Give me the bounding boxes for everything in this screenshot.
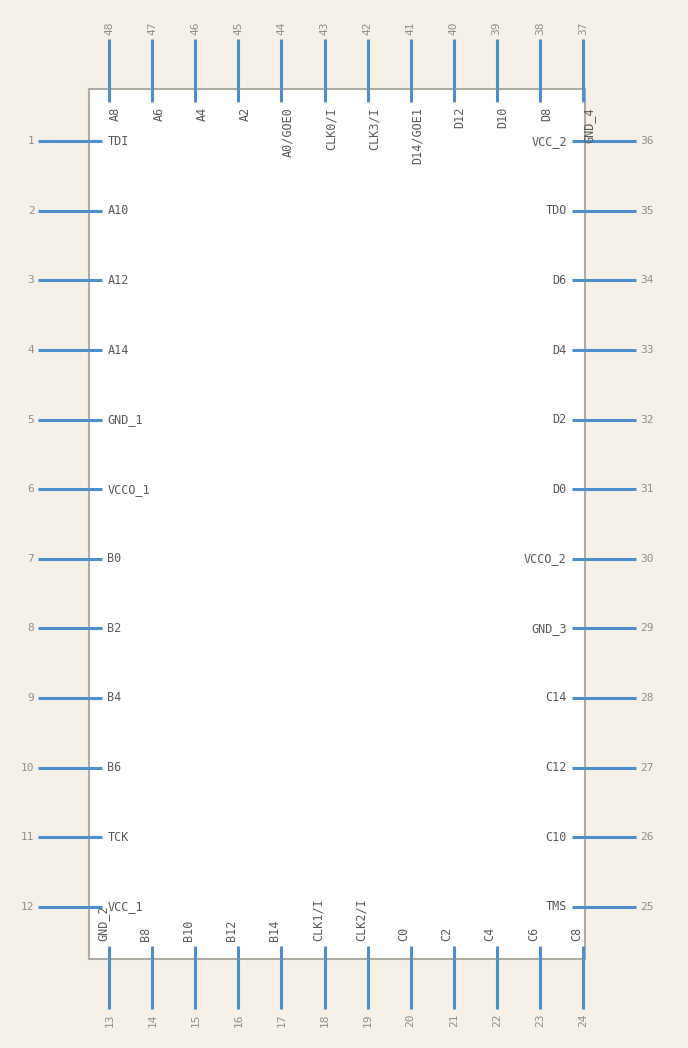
Text: D14/GOE1: D14/GOE1 bbox=[411, 107, 424, 163]
Text: C8: C8 bbox=[570, 926, 583, 941]
Text: B4: B4 bbox=[107, 692, 122, 704]
Text: 5: 5 bbox=[28, 415, 34, 424]
Text: 33: 33 bbox=[640, 345, 654, 355]
Text: D0: D0 bbox=[552, 483, 567, 496]
Text: TMS: TMS bbox=[546, 900, 567, 913]
Text: 40: 40 bbox=[449, 21, 459, 35]
Text: VCC_2: VCC_2 bbox=[531, 135, 567, 148]
Text: 25: 25 bbox=[640, 901, 654, 912]
Text: VCC_1: VCC_1 bbox=[107, 900, 143, 913]
Text: 38: 38 bbox=[535, 21, 545, 35]
Text: 22: 22 bbox=[492, 1013, 502, 1027]
Text: 46: 46 bbox=[191, 21, 200, 35]
Text: 13: 13 bbox=[105, 1013, 114, 1027]
Text: 11: 11 bbox=[21, 832, 34, 843]
Text: A2: A2 bbox=[239, 107, 251, 122]
Text: 19: 19 bbox=[363, 1013, 373, 1027]
Text: 4: 4 bbox=[28, 345, 34, 355]
Text: GND_2: GND_2 bbox=[96, 905, 109, 941]
Text: C10: C10 bbox=[546, 831, 567, 844]
Text: 31: 31 bbox=[640, 484, 654, 495]
Text: 17: 17 bbox=[277, 1013, 286, 1027]
Text: 44: 44 bbox=[277, 21, 286, 35]
Text: C6: C6 bbox=[527, 926, 540, 941]
Text: 32: 32 bbox=[640, 415, 654, 424]
Text: 20: 20 bbox=[406, 1013, 416, 1027]
Text: GND_3: GND_3 bbox=[531, 621, 567, 635]
Text: TCK: TCK bbox=[107, 831, 129, 844]
Text: 16: 16 bbox=[233, 1013, 244, 1027]
Text: B10: B10 bbox=[182, 920, 195, 941]
Text: 24: 24 bbox=[578, 1013, 588, 1027]
Text: D2: D2 bbox=[552, 413, 567, 427]
Text: 48: 48 bbox=[105, 21, 114, 35]
Text: A14: A14 bbox=[107, 344, 129, 356]
Text: TDI: TDI bbox=[107, 135, 129, 148]
Text: 18: 18 bbox=[319, 1013, 330, 1027]
Text: 35: 35 bbox=[640, 205, 654, 216]
Text: 9: 9 bbox=[28, 693, 34, 703]
Text: 28: 28 bbox=[640, 693, 654, 703]
Text: VCCO_1: VCCO_1 bbox=[107, 483, 150, 496]
Text: 6: 6 bbox=[28, 484, 34, 495]
Text: 12: 12 bbox=[21, 901, 34, 912]
Text: 10: 10 bbox=[21, 763, 34, 772]
Text: D4: D4 bbox=[552, 344, 567, 356]
Bar bbox=[89, 89, 585, 959]
Text: CLK2/I: CLK2/I bbox=[354, 898, 367, 941]
Text: C0: C0 bbox=[398, 926, 411, 941]
Text: B8: B8 bbox=[139, 926, 152, 941]
Text: 21: 21 bbox=[449, 1013, 459, 1027]
Text: 36: 36 bbox=[640, 136, 654, 147]
Text: A8: A8 bbox=[109, 107, 122, 122]
Text: TDO: TDO bbox=[546, 204, 567, 217]
Text: 8: 8 bbox=[28, 624, 34, 633]
Text: 15: 15 bbox=[191, 1013, 200, 1027]
Text: 27: 27 bbox=[640, 763, 654, 772]
Text: D8: D8 bbox=[540, 107, 552, 122]
Text: A4: A4 bbox=[195, 107, 208, 122]
Text: CLK1/I: CLK1/I bbox=[312, 898, 325, 941]
Text: D10: D10 bbox=[497, 107, 510, 128]
Text: CLK3/I: CLK3/I bbox=[367, 107, 380, 150]
Text: 23: 23 bbox=[535, 1013, 545, 1027]
Text: B2: B2 bbox=[107, 621, 122, 635]
Text: 42: 42 bbox=[363, 21, 373, 35]
Text: A10: A10 bbox=[107, 204, 129, 217]
Text: GND_1: GND_1 bbox=[107, 413, 143, 427]
Text: C4: C4 bbox=[484, 926, 497, 941]
Text: 43: 43 bbox=[319, 21, 330, 35]
Text: A6: A6 bbox=[152, 107, 165, 122]
Text: C2: C2 bbox=[441, 926, 453, 941]
Text: A12: A12 bbox=[107, 274, 129, 287]
Text: 45: 45 bbox=[233, 21, 244, 35]
Text: A0/GOE0: A0/GOE0 bbox=[281, 107, 294, 157]
Text: VCCO_2: VCCO_2 bbox=[524, 552, 567, 565]
Text: 39: 39 bbox=[492, 21, 502, 35]
Text: 14: 14 bbox=[147, 1013, 158, 1027]
Text: 37: 37 bbox=[578, 21, 588, 35]
Text: D12: D12 bbox=[453, 107, 466, 128]
Text: C14: C14 bbox=[546, 692, 567, 704]
Text: B6: B6 bbox=[107, 761, 122, 774]
Text: D6: D6 bbox=[552, 274, 567, 287]
Text: 2: 2 bbox=[28, 205, 34, 216]
Text: 26: 26 bbox=[640, 832, 654, 843]
Text: 41: 41 bbox=[406, 21, 416, 35]
Text: 30: 30 bbox=[640, 553, 654, 564]
Text: CLK0/I: CLK0/I bbox=[325, 107, 338, 150]
Text: 3: 3 bbox=[28, 276, 34, 285]
Text: 29: 29 bbox=[640, 624, 654, 633]
Text: 34: 34 bbox=[640, 276, 654, 285]
Text: B14: B14 bbox=[268, 920, 281, 941]
Text: B12: B12 bbox=[226, 920, 239, 941]
Text: C12: C12 bbox=[546, 761, 567, 774]
Text: 7: 7 bbox=[28, 553, 34, 564]
Text: B0: B0 bbox=[107, 552, 122, 565]
Text: 1: 1 bbox=[28, 136, 34, 147]
Text: GND_4: GND_4 bbox=[583, 107, 596, 143]
Text: 47: 47 bbox=[147, 21, 158, 35]
